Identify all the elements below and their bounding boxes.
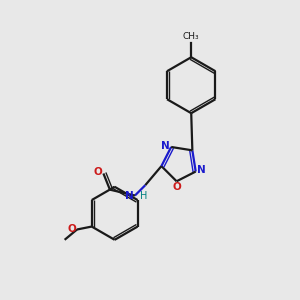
Text: H: H xyxy=(140,191,147,201)
Text: N: N xyxy=(161,140,170,151)
Text: CH₃: CH₃ xyxy=(183,32,200,41)
Text: N: N xyxy=(196,165,206,175)
Text: O: O xyxy=(173,182,182,192)
Text: O: O xyxy=(94,167,103,177)
Text: O: O xyxy=(68,224,76,235)
Text: N: N xyxy=(125,191,134,201)
